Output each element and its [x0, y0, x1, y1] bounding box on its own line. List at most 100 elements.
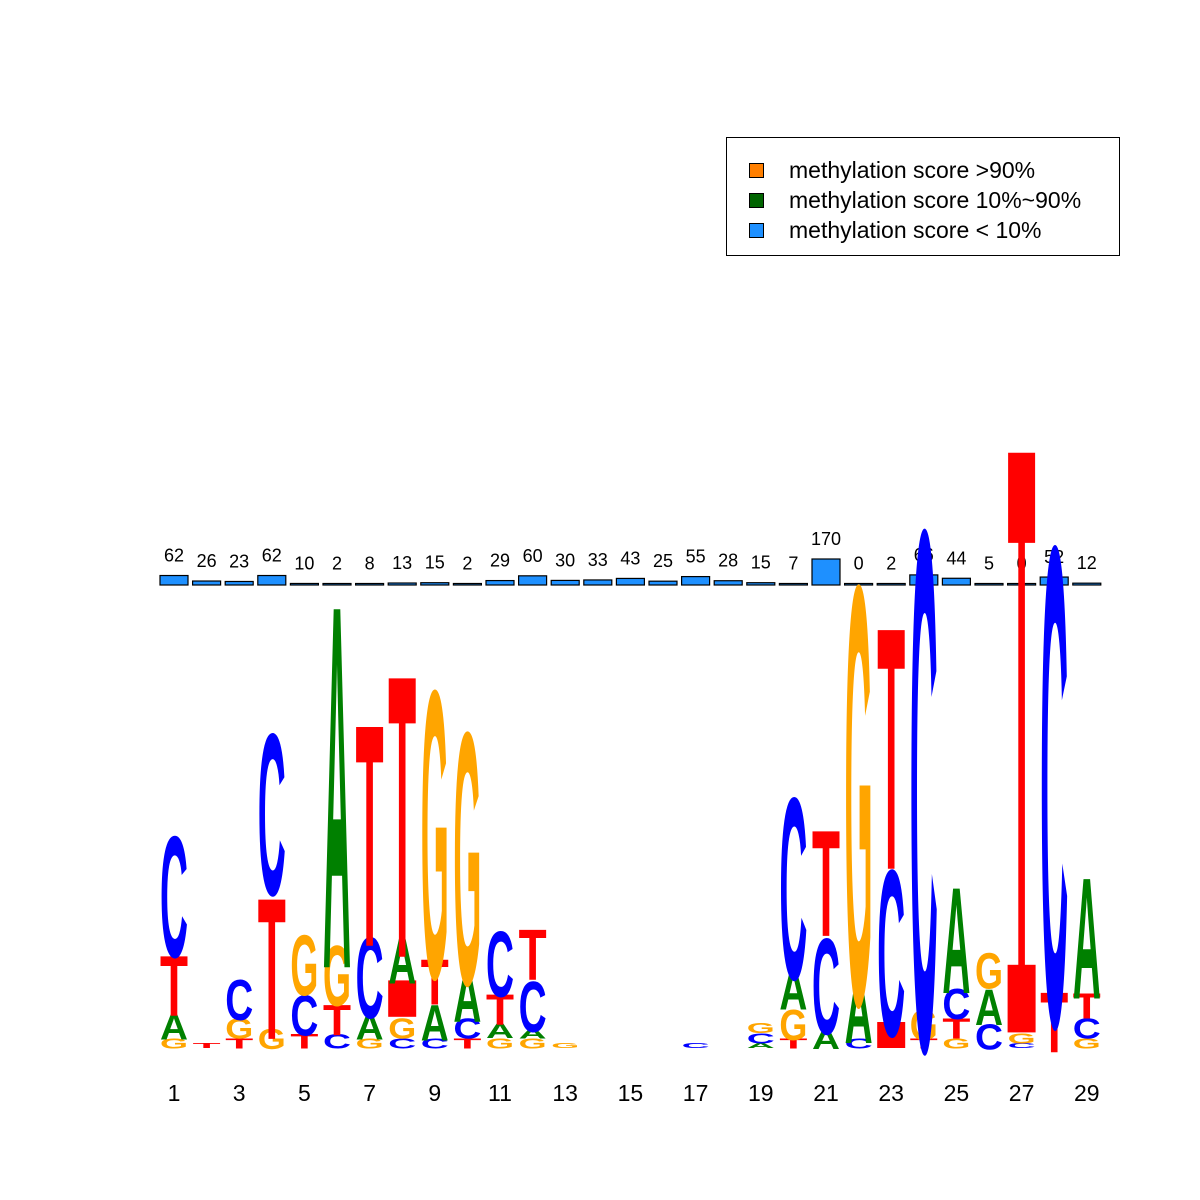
methylation-bar-6 [322, 582, 352, 586]
svg-text:C: C [910, 374, 938, 1200]
methylation-bar-17 [680, 575, 711, 586]
svg-text:G: G [1073, 1036, 1101, 1052]
logo-letter-G-pos-10: G [453, 658, 481, 1061]
logo-letter-G-pos-19: G [747, 1020, 775, 1036]
logo-letter-T-pos-4: T [258, 855, 286, 1082]
methylation-count-label-2: 26 [197, 551, 217, 571]
logo-letter-C-pos-12: C [519, 966, 547, 1048]
svg-text:T: T [1040, 974, 1068, 1071]
methylation-bar-28 [1039, 576, 1069, 586]
logo-letter-G-pos-3: G [225, 1013, 253, 1046]
logo-letter-T-pos-21: T [812, 800, 840, 970]
svg-text:A: A [845, 958, 873, 1064]
svg-text:T: T [942, 1013, 971, 1046]
logo-letter-T-pos-11: T [486, 985, 514, 1034]
methylation-count-label-15: 43 [620, 548, 640, 568]
methylation-count-label-3: 23 [229, 551, 249, 571]
logo-letter-G-pos-26: G [975, 943, 1003, 1000]
svg-text:T: T [388, 590, 416, 1043]
methylation-bar-7 [355, 582, 385, 586]
logo-letter-C-pos-24: C [910, 374, 938, 1200]
svg-text:C: C [160, 802, 188, 995]
methylation-count-label-26: 5 [984, 554, 994, 574]
methylation-count-label-21: 170 [811, 529, 841, 549]
logo-letter-A-pos-21: A [812, 1023, 840, 1056]
svg-text:A: A [942, 857, 970, 1027]
svg-text:C: C [1073, 1013, 1101, 1046]
svg-text:C: C [356, 913, 384, 1042]
svg-text:T: T [258, 855, 286, 1082]
svg-text:T: T [160, 938, 188, 1035]
methylation-bar-16 [648, 580, 678, 586]
x-tick-label-5: 5 [298, 1080, 311, 1106]
methylation-count-label-9: 15 [425, 553, 445, 573]
logo-letter-A-pos-25: A [942, 857, 970, 1027]
methylation-bar-11 [485, 579, 515, 586]
svg-text:C: C [388, 1036, 416, 1052]
legend-swatch-low [749, 222, 764, 238]
methylation-count-label-27: 0 [1017, 554, 1027, 574]
logo-letter-M-pos-8 [388, 980, 417, 1017]
methylation-count-label-28: 52 [1044, 547, 1064, 567]
methylation-count-label-7: 8 [365, 554, 375, 574]
logo-letter-G-pos-22: G [845, 461, 873, 1131]
logo-letter-T-pos-24: T [910, 1036, 939, 1052]
svg-text:C: C [421, 1036, 449, 1052]
logo-letter-T-pos-23: T [877, 556, 905, 944]
logo-letter-C-pos-17: C [682, 1042, 710, 1050]
svg-text:G: G [747, 1020, 775, 1036]
svg-text:A: A [779, 957, 807, 1022]
methylation-count-label-1: 62 [164, 546, 184, 566]
methylation-bar-1 [159, 574, 189, 586]
methylation-bar-26 [974, 582, 1004, 586]
svg-text:A: A [421, 995, 449, 1052]
methylation-bar-27 [1006, 582, 1037, 586]
methylation-bar-12 [517, 575, 548, 586]
methylation-bar-19 [746, 582, 776, 586]
logo-letter-T-pos-9: T [421, 946, 449, 1019]
logo-letter-T-pos-3: T [225, 1036, 254, 1052]
logo-letter-C-pos-7: C [356, 913, 384, 1042]
svg-text:C: C [225, 968, 253, 1033]
methylation-count-label-11: 29 [490, 551, 510, 571]
svg-text:G: G [356, 1036, 384, 1052]
svg-text:T: T [356, 658, 384, 1013]
x-tick-label-19: 19 [748, 1080, 774, 1106]
svg-text:T: T [486, 985, 514, 1034]
svg-text:G: G [453, 658, 481, 1061]
svg-text:C: C [1040, 403, 1068, 1170]
svg-text:C: C [845, 1036, 873, 1052]
x-tick-label-7: 7 [363, 1080, 376, 1106]
svg-text:C: C [453, 1013, 481, 1046]
logo-letter-T-pos-28: T [1040, 974, 1068, 1071]
logo-letter-G-pos-12: G [519, 1036, 547, 1052]
logo-letter-A-pos-10: A [453, 955, 481, 1037]
x-tick-label-25: 25 [944, 1080, 970, 1106]
logo-letter-M-pos-27 [1007, 964, 1036, 1033]
methylation-bar-23 [876, 582, 906, 586]
svg-text:C: C [323, 1030, 351, 1054]
legend-label-low: methylation score < 10% [789, 216, 1042, 243]
x-tick-label-1: 1 [168, 1080, 181, 1106]
svg-text:G: G [388, 1013, 416, 1046]
methylation-bar-10 [452, 582, 482, 586]
methylation-bar-13 [550, 579, 580, 586]
x-tick-label-29: 29 [1074, 1080, 1100, 1106]
legend-swatch-mid [749, 192, 764, 208]
legend-swatch-high [749, 162, 764, 178]
logo-letter-T-pos-7: T [356, 658, 384, 1013]
svg-text:G: G [910, 1001, 938, 1050]
methylation-bar-24 [909, 574, 939, 586]
methylation-bar-18 [713, 580, 743, 586]
logo-letter-C-pos-26: C [975, 1017, 1003, 1057]
logo-letter-C-pos-29: C [1073, 1013, 1101, 1046]
logo-letter-G-pos-13: G [551, 1042, 579, 1050]
svg-text:T: T [1008, 278, 1036, 1183]
svg-text:A: A [160, 1007, 188, 1047]
logo-letter-C-pos-25: C [942, 980, 970, 1029]
svg-text:T: T [877, 556, 905, 944]
logo-letter-A-pos-6: A [323, 497, 351, 1079]
logo-letter-C-pos-9: C [421, 1036, 449, 1052]
logo-letter-T-pos-29: T [1073, 986, 1101, 1026]
logo-letter-C-pos-20: C [779, 744, 807, 1035]
